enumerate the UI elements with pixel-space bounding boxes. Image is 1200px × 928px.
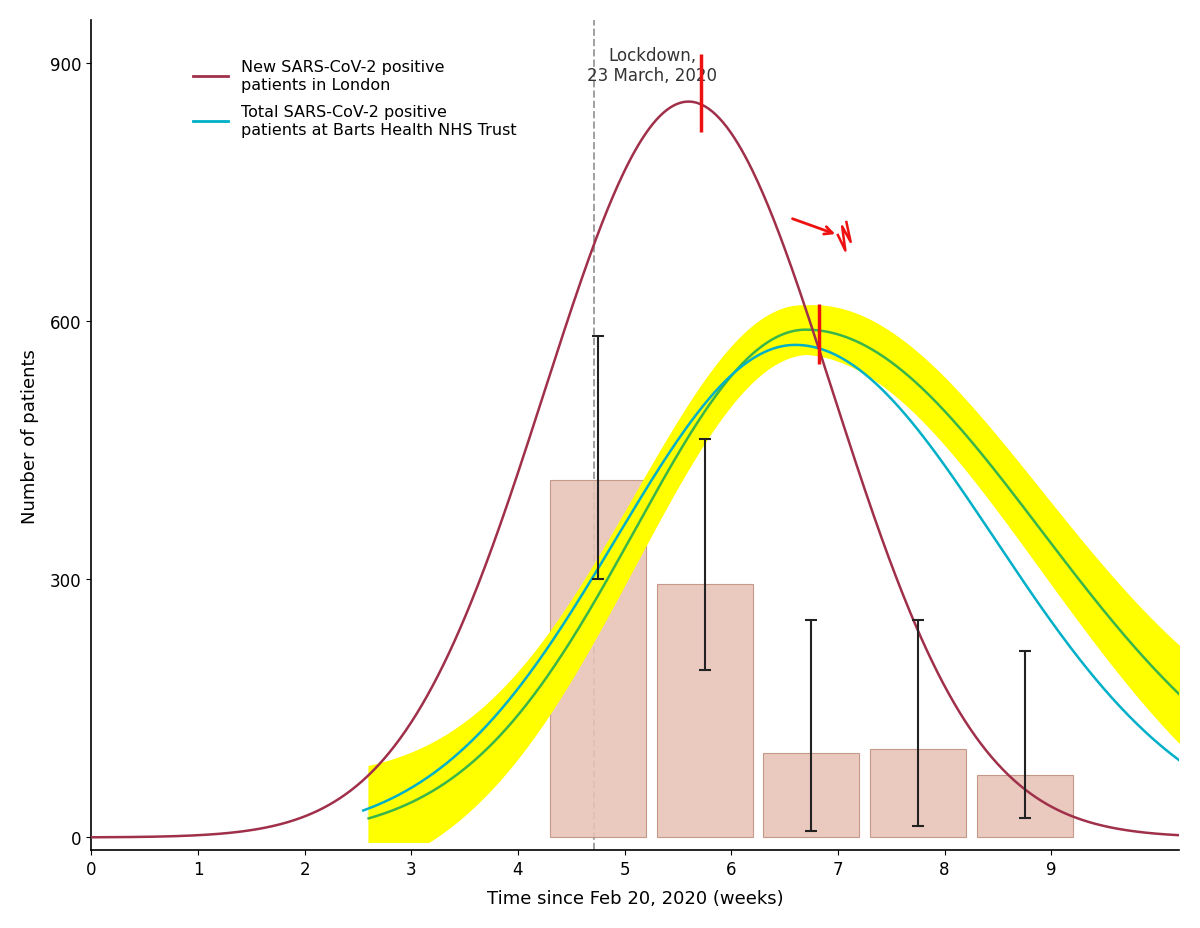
Y-axis label: Number of patients: Number of patients	[20, 348, 38, 523]
Bar	[977, 776, 1073, 838]
Bar	[763, 754, 859, 838]
Legend: New SARS-CoV-2 positive
patients in London, Total SARS-CoV-2 positive
patients a: New SARS-CoV-2 positive patients in Lond…	[186, 54, 523, 144]
X-axis label: Time since Feb 20, 2020 (weeks): Time since Feb 20, 2020 (weeks)	[487, 889, 784, 908]
Bar	[550, 481, 646, 838]
Text: Lockdown,
23 March, 2020: Lockdown, 23 March, 2020	[587, 46, 718, 85]
Bar	[656, 584, 752, 838]
Bar	[870, 749, 966, 838]
